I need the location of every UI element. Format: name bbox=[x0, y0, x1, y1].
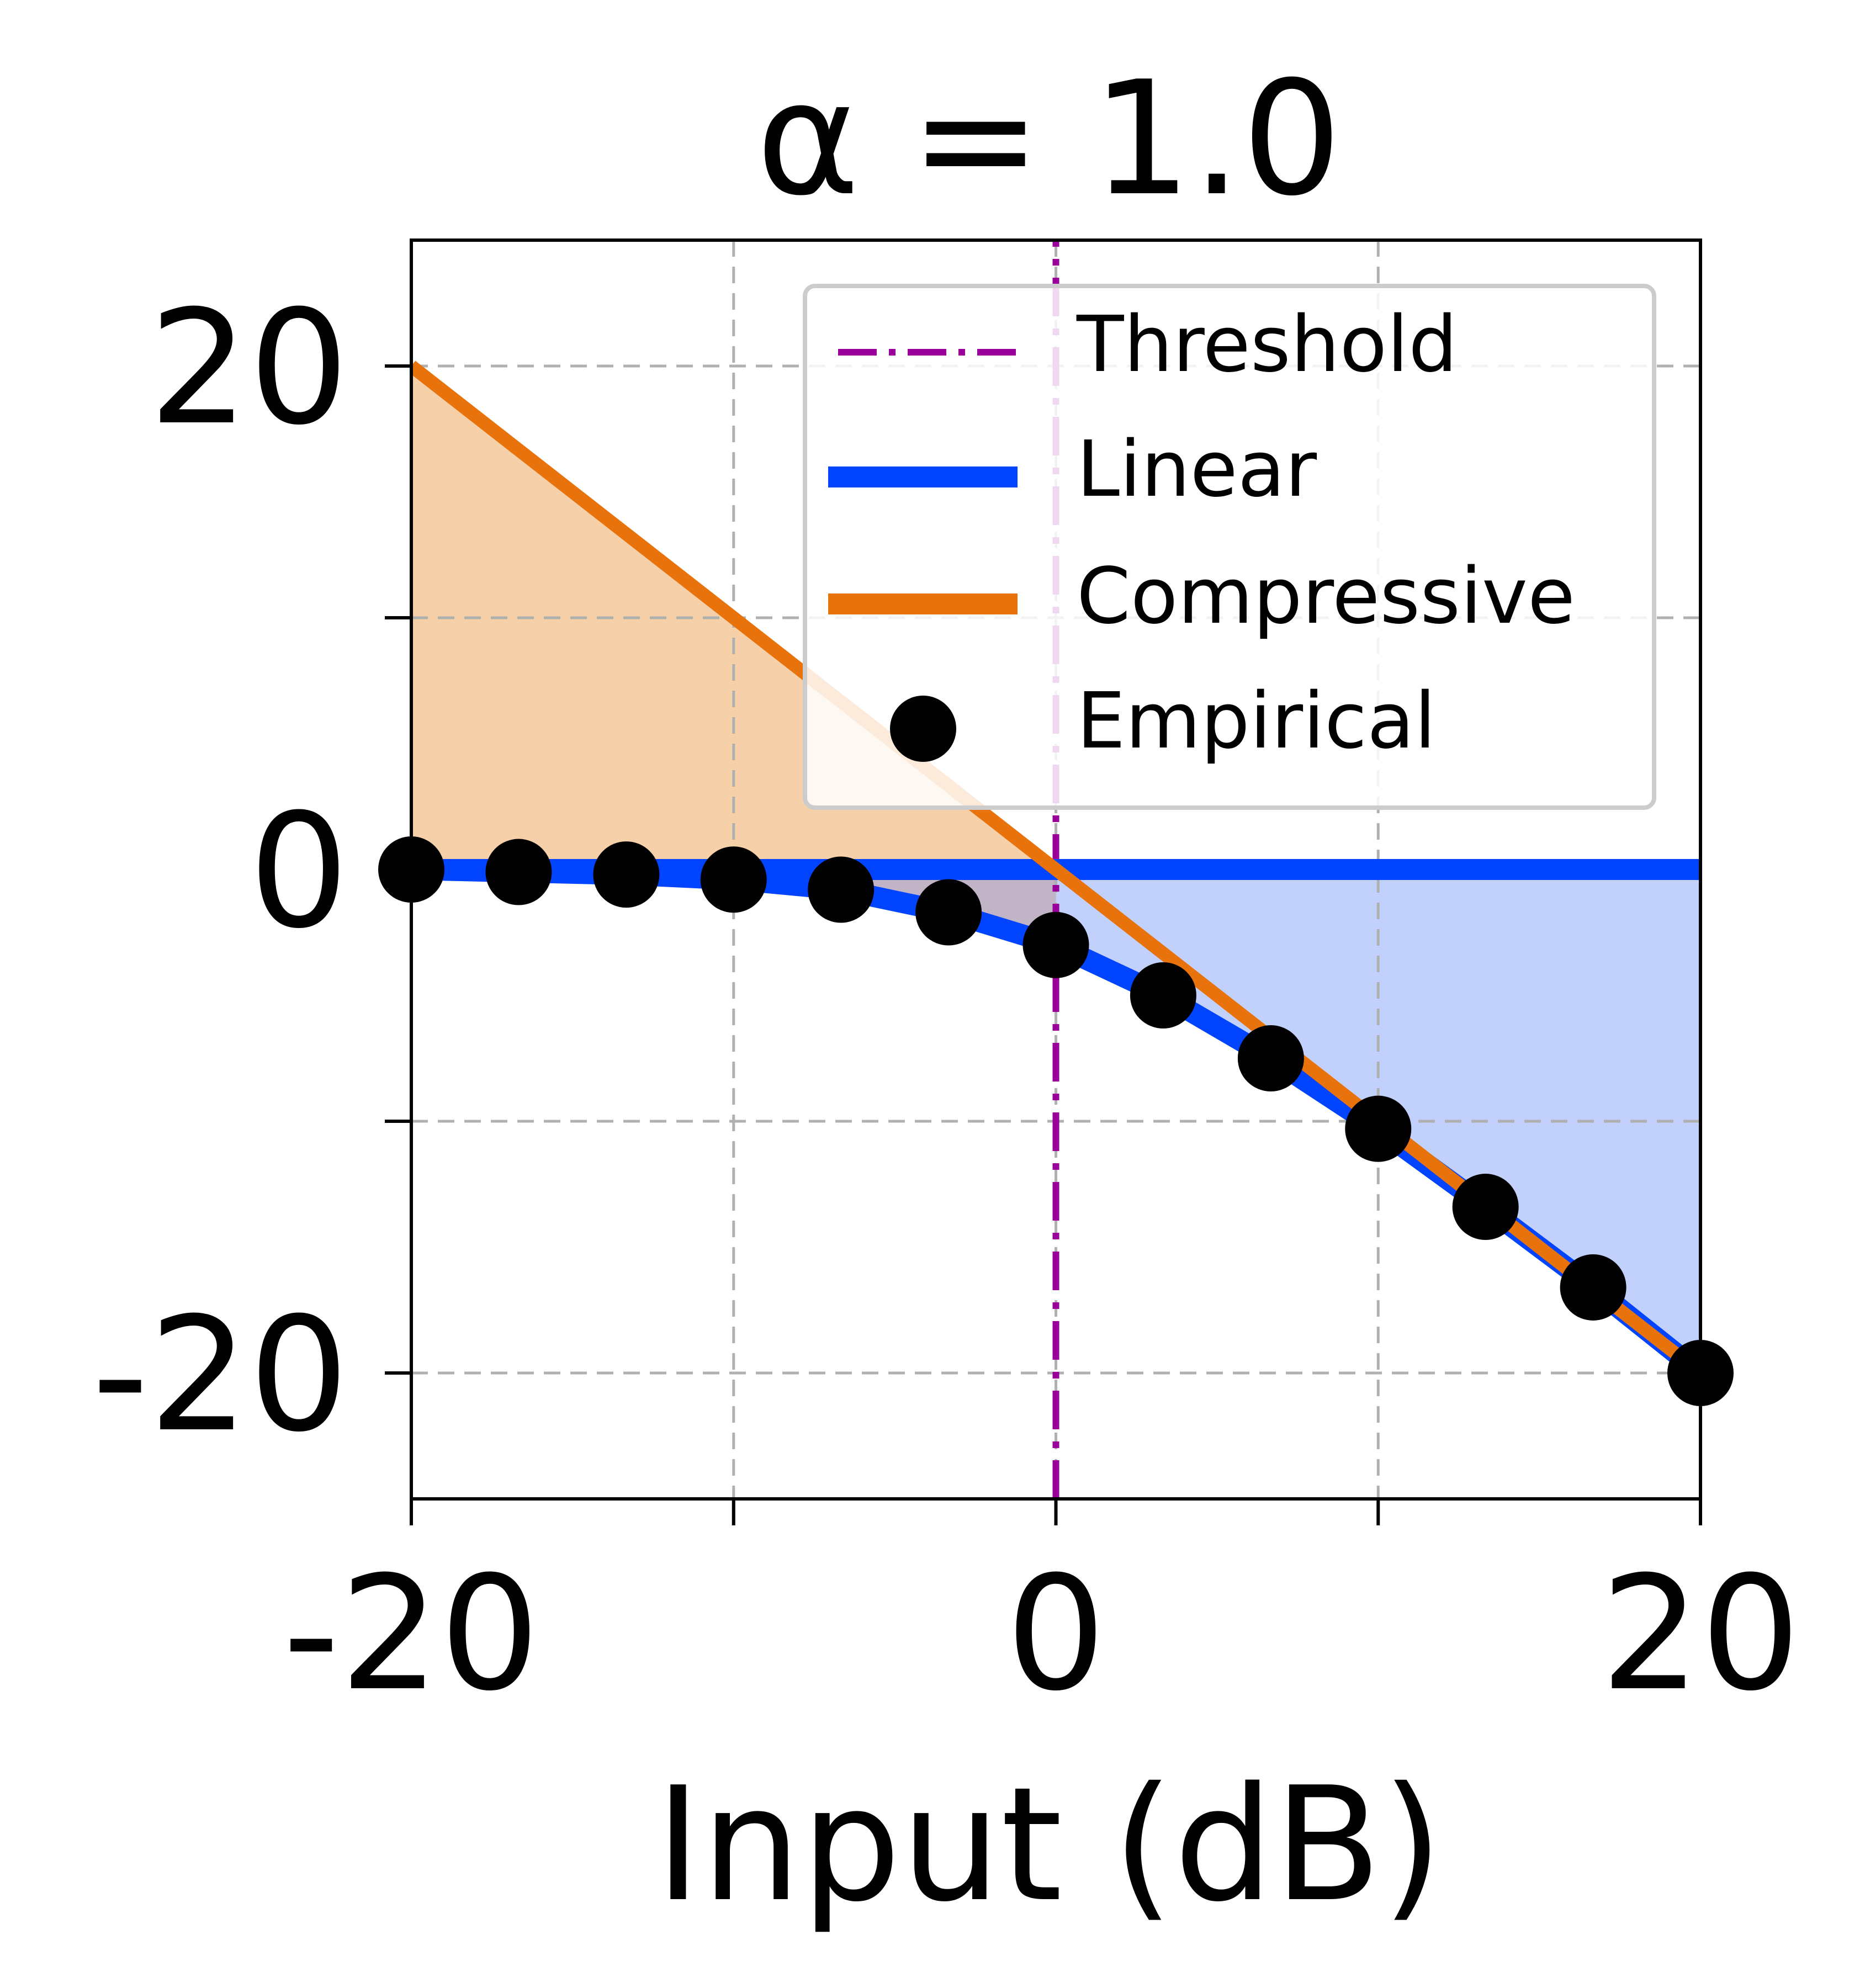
empirical-point bbox=[1237, 1025, 1304, 1091]
legend: Threshold Linear Compressive Empirical bbox=[803, 284, 1656, 810]
legend-empirical-swatch bbox=[890, 696, 956, 762]
legend-compressive-label: Compressive bbox=[1077, 552, 1575, 642]
legend-threshold-label: Threshold bbox=[1076, 300, 1458, 390]
x-tick-label: 20 bbox=[1601, 1542, 1801, 1726]
overlap-fill-area bbox=[411, 870, 1056, 945]
empirical-point bbox=[485, 839, 552, 905]
x-axis-label: Input (dB) bbox=[655, 1753, 1443, 1937]
legend-empirical-label: Empirical bbox=[1077, 676, 1436, 766]
y-tick-label: 0 bbox=[249, 780, 349, 963]
y-axis-ticks: -20 0 20 bbox=[92, 277, 411, 1467]
x-tick-label: -20 bbox=[283, 1542, 540, 1726]
empirical-point bbox=[915, 879, 982, 946]
empirical-point bbox=[1345, 1095, 1412, 1162]
x-axis-ticks: -20 0 20 bbox=[283, 1499, 1800, 1726]
legend-linear-label: Linear bbox=[1077, 425, 1317, 515]
empirical-point bbox=[1022, 911, 1089, 978]
y-tick-label: 20 bbox=[149, 277, 349, 460]
x-tick-label: 0 bbox=[1006, 1542, 1106, 1726]
empirical-point bbox=[1130, 962, 1196, 1029]
empirical-point bbox=[1560, 1254, 1626, 1321]
y-tick-label: -20 bbox=[92, 1284, 349, 1467]
empirical-point bbox=[700, 846, 767, 913]
empirical-point bbox=[808, 856, 875, 923]
empirical-point bbox=[593, 841, 660, 908]
empirical-point bbox=[1452, 1174, 1519, 1240]
legend-box bbox=[803, 284, 1656, 810]
empirical-markers bbox=[378, 836, 1734, 1406]
chart-title: α = 1.0 bbox=[756, 47, 1342, 231]
